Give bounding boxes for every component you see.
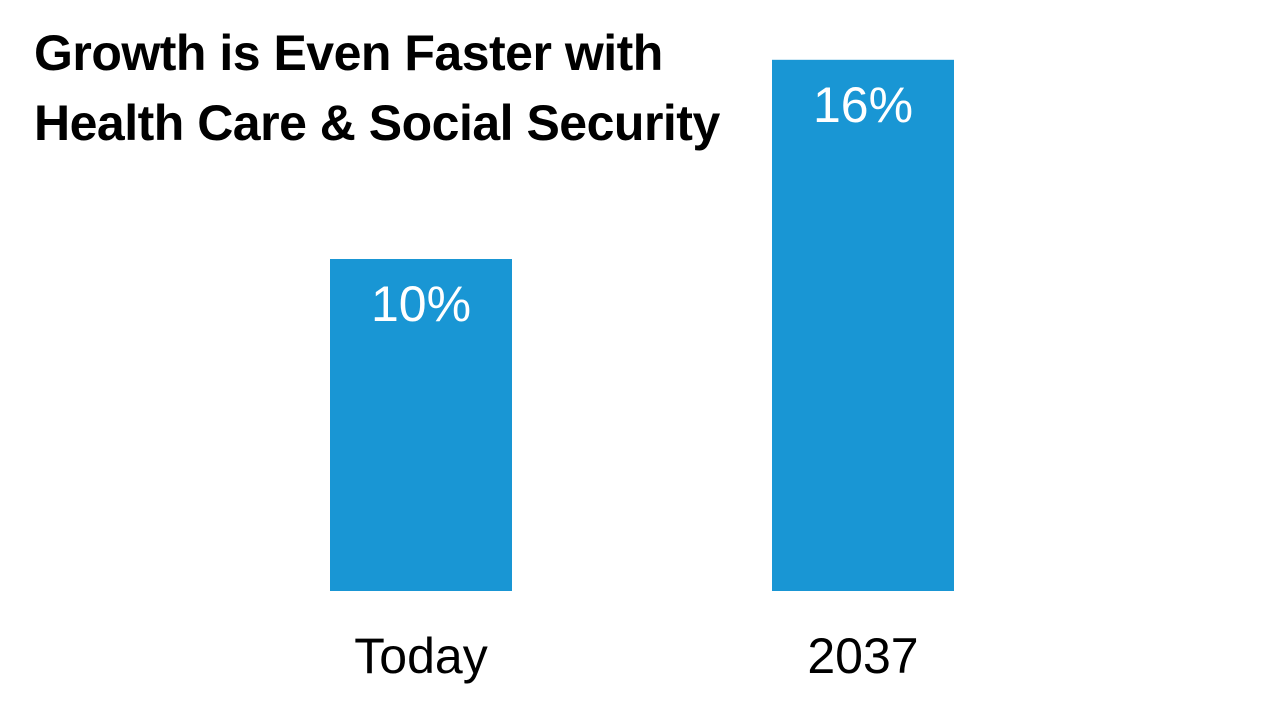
chart-title-line-1: Growth is Even Faster with bbox=[34, 25, 663, 81]
category-label-2037: 2037 bbox=[807, 628, 918, 684]
bar-2037 bbox=[772, 59, 954, 592]
bar-value-label-today: 10% bbox=[371, 276, 471, 332]
bar-today bbox=[330, 259, 512, 591]
value-labels-layer: 10% 16% bbox=[371, 77, 913, 332]
chart-title-line-2: Health Care & Social Security bbox=[34, 95, 720, 151]
chart-title: Growth is Even Faster with Health Care &… bbox=[34, 18, 720, 158]
bars-layer bbox=[330, 59, 954, 592]
category-label-today: Today bbox=[354, 628, 487, 684]
bar-value-label-2037: 16% bbox=[813, 77, 913, 133]
category-labels-layer: Today 2037 bbox=[354, 628, 918, 684]
